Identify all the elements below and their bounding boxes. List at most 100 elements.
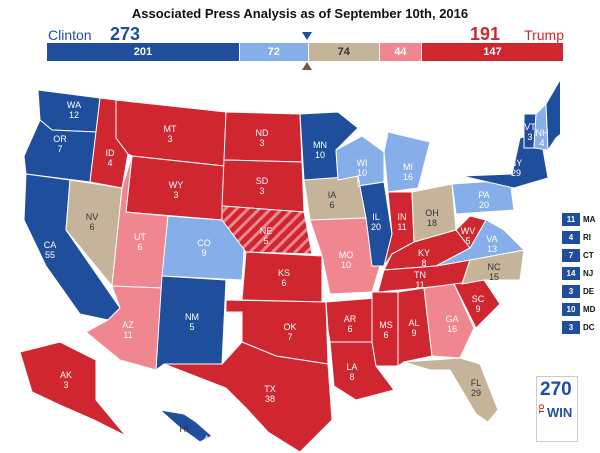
state-ev-nv: 6: [89, 222, 94, 232]
state-abbr-ny: NY: [510, 158, 523, 168]
state-abbr-tx: TX: [264, 384, 276, 394]
state-mi[interactable]: [383, 131, 431, 193]
bar-lean-democrat: 72: [239, 43, 309, 61]
state-abbr-ut: UT: [134, 232, 146, 242]
state-ev-ca: 55: [45, 250, 55, 260]
small-state-nj[interactable]: 14 NJ: [562, 267, 600, 280]
state-abbr-mi: MI: [403, 162, 413, 172]
state-ev-il: 20: [371, 222, 381, 232]
state-wv[interactable]: [455, 215, 487, 249]
270towin-logo[interactable]: 270 TO WIN: [536, 376, 578, 442]
state-ev-ky: 8: [421, 258, 426, 268]
small-state-ev: 3: [562, 321, 580, 334]
majority-marker-bottom-icon: [302, 62, 312, 70]
small-state-abbr: RI: [583, 233, 591, 242]
state-ev-wa: 12: [69, 110, 79, 120]
small-state-abbr: MA: [583, 215, 596, 224]
state-ev-ut: 6: [137, 242, 142, 252]
state-abbr-il: IL: [372, 212, 380, 222]
state-abbr-co: CO: [197, 238, 211, 248]
state-ev-al: 9: [411, 328, 416, 338]
state-abbr-oh: OH: [425, 208, 439, 218]
map-title: Associated Press Analysis as of Septembe…: [131, 6, 469, 21]
state-tx[interactable]: [163, 341, 333, 453]
state-abbr-wy: WY: [169, 180, 184, 190]
state-co[interactable]: [161, 215, 247, 281]
small-state-ma[interactable]: 11 MA: [562, 213, 600, 226]
state-al[interactable]: [397, 287, 433, 367]
bar-safe-republican: 147: [421, 43, 563, 61]
state-abbr-sd: SD: [256, 176, 269, 186]
state-abbr-va: VA: [486, 234, 497, 244]
small-state-ri[interactable]: 4 RI: [562, 231, 600, 244]
state-abbr-la: LA: [346, 362, 357, 372]
state-ev-ak: 3: [63, 380, 68, 390]
small-state-abbr: DC: [583, 323, 595, 332]
small-state-abbr: DE: [583, 287, 595, 296]
state-fl[interactable]: [403, 357, 499, 423]
state-ev-nd: 3: [259, 138, 264, 148]
small-state-abbr: NJ: [583, 269, 594, 278]
clinton-label: Clinton: [48, 27, 92, 43]
state-ms[interactable]: [371, 291, 399, 367]
state-ev-sc: 9: [475, 304, 480, 314]
state-ev-mo: 10: [341, 260, 351, 270]
state-ev-mi: 16: [403, 172, 413, 182]
state-ev-az: 11: [123, 330, 132, 340]
state-ev-nm: 5: [189, 322, 194, 332]
state-abbr-ca: CA: [44, 240, 57, 250]
state-ev-nh: 4: [539, 138, 544, 148]
state-ev-fl: 29: [471, 388, 481, 398]
small-state-ev: 3: [562, 285, 580, 298]
state-il[interactable]: [357, 175, 393, 267]
state-nc[interactable]: [461, 249, 525, 285]
state-ak[interactable]: [19, 341, 127, 437]
small-state-ct[interactable]: 7 CT: [562, 249, 600, 262]
state-abbr-wa: WA: [67, 100, 81, 110]
state-abbr-ok: OK: [283, 322, 296, 332]
state-ne[interactable]: [221, 205, 313, 255]
state-ev-hi: 4: [203, 434, 208, 444]
state-ev-sd: 3: [259, 186, 264, 196]
state-abbr-fl: FL: [471, 378, 482, 388]
state-abbr-ne: NE: [260, 226, 273, 236]
logo-win: WIN: [547, 405, 573, 420]
state-abbr-ms: MS: [379, 320, 393, 330]
state-ga[interactable]: [423, 283, 475, 359]
us-electoral-map: WA12OR7CA55NV6ID4MT3WY3UT6AZ11CO9NM5ND3S…: [19, 79, 560, 453]
state-abbr-nv: NV: [86, 212, 99, 222]
state-ev-ia: 6: [329, 200, 334, 210]
state-hi[interactable]: [158, 409, 213, 443]
state-ev-ny: 29: [511, 168, 521, 178]
state-ev-pa: 20: [479, 200, 489, 210]
small-state-md[interactable]: 10 MD: [562, 303, 600, 316]
state-abbr-ak: AK: [60, 370, 72, 380]
small-state-abbr: MD: [583, 305, 596, 314]
small-state-ev: 11: [562, 213, 580, 226]
state-ev-wv: 5: [465, 236, 470, 246]
small-state-de[interactable]: 3 DE: [562, 285, 600, 298]
state-me[interactable]: [545, 79, 560, 152]
state-abbr-wv: WV: [461, 226, 476, 236]
state-abbr-ks: KS: [278, 268, 290, 278]
state-abbr-az: AZ: [122, 320, 134, 330]
trump-label: Trump: [524, 27, 564, 43]
state-abbr-mt: MT: [164, 124, 177, 134]
state-abbr-nc: NC: [488, 262, 501, 272]
state-abbr-al: AL: [408, 318, 419, 328]
clinton-total: 273: [110, 24, 141, 44]
small-state-abbr: CT: [583, 251, 594, 260]
small-state-dc[interactable]: 3 DC: [562, 321, 600, 334]
state-ev-or: 7: [57, 144, 62, 154]
state-abbr-nh: NH: [536, 128, 549, 138]
state-abbr-ky: KY: [418, 248, 430, 258]
state-ev-mn: 10: [315, 150, 325, 160]
state-abbr-nd: ND: [256, 128, 269, 138]
state-ev-tx: 38: [265, 394, 275, 404]
state-ev-ms: 6: [383, 330, 388, 340]
state-ev-va: 13: [487, 244, 497, 254]
state-abbr-mo: MO: [339, 250, 354, 260]
logo-to: TO: [539, 404, 546, 414]
state-ev-tn: 11: [415, 280, 424, 290]
state-abbr-mn: MN: [313, 140, 327, 150]
